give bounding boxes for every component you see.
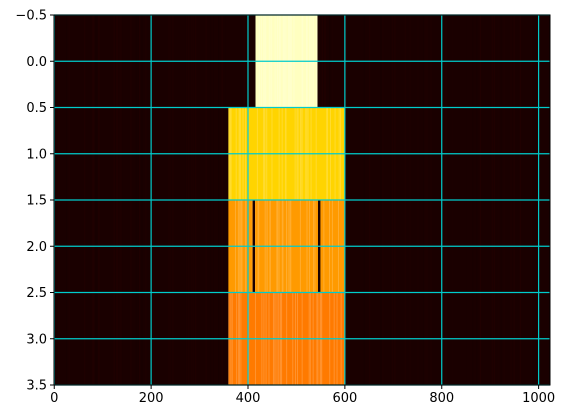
- x-tick-label: 600: [332, 391, 357, 406]
- x-tick-label: 400: [236, 391, 261, 406]
- y-tick-label: 0.0: [26, 55, 47, 70]
- y-tick-label: 3.0: [26, 332, 47, 347]
- y-tick-label: 3.5: [26, 379, 47, 394]
- y-tick-label: 1.0: [26, 147, 47, 162]
- x-tick-label: 800: [429, 391, 454, 406]
- y-tick-label: 2.0: [26, 240, 47, 255]
- axes: 0 200 400 600 800 1000 −0.5 0.0 0.5 1.0 1.5 2.0 2.5 3…: [15, 9, 555, 407]
- x-tick-label: 0: [50, 391, 58, 406]
- y-tick-label: 0.5: [26, 101, 47, 116]
- x-tick-label: 1000: [522, 391, 555, 406]
- y-tick-label: 1.5: [26, 194, 47, 209]
- y-tick-label: −0.5: [15, 9, 47, 24]
- y-tick-label: 2.5: [26, 286, 47, 301]
- x-tick-label: 200: [139, 391, 164, 406]
